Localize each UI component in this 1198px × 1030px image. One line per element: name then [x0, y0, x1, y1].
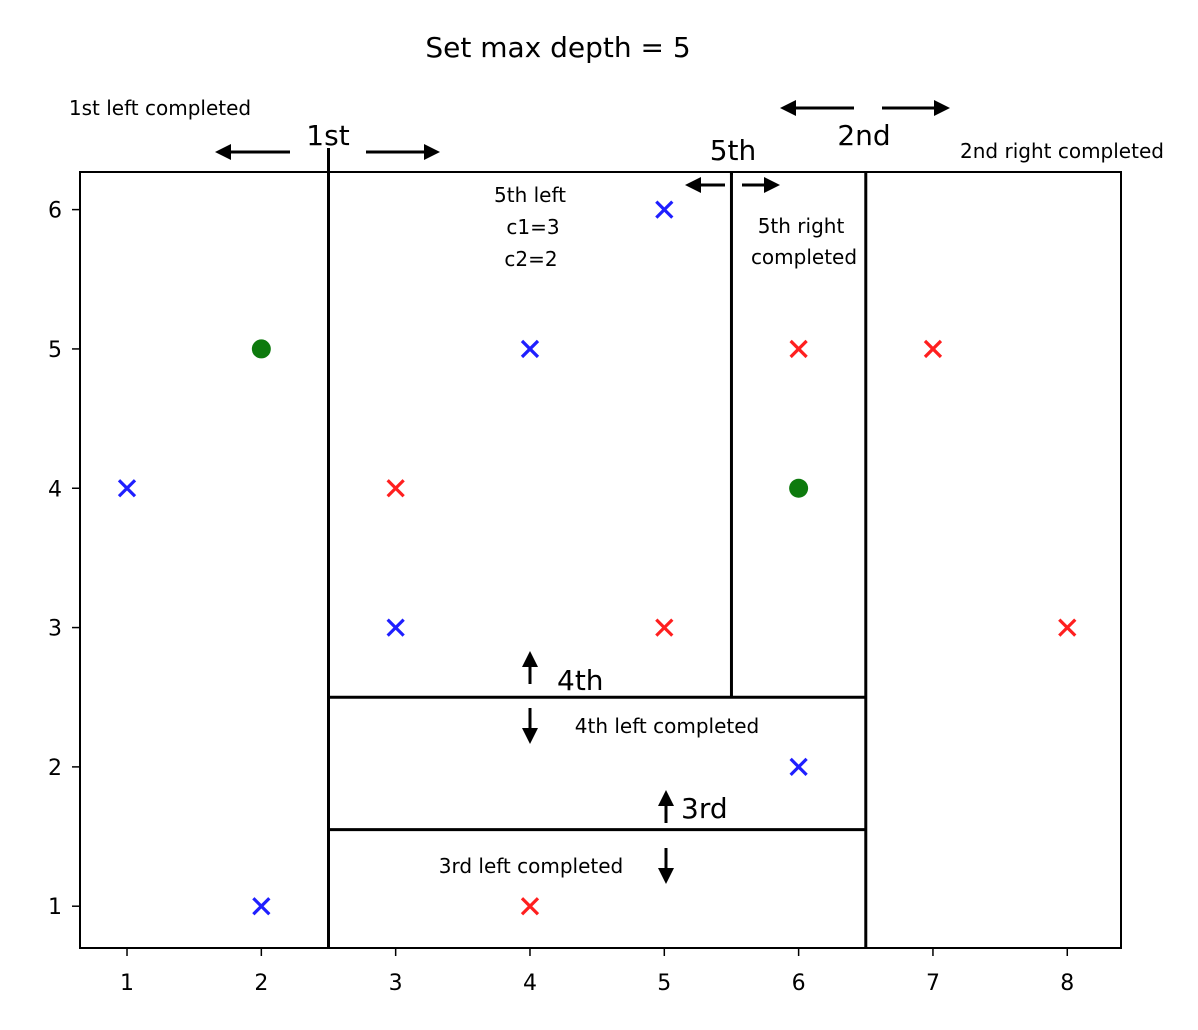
x-marker-point	[1058, 618, 1077, 637]
y-tick-label: 6	[48, 199, 62, 224]
x-tick-label: 5	[657, 971, 671, 996]
arrow-1st-left	[215, 144, 290, 160]
x-tick-label: 6	[792, 971, 806, 996]
x-marker-point	[923, 339, 943, 359]
label-5th: 5th	[710, 134, 757, 167]
y-tick-label: 5	[48, 338, 62, 363]
y-tick-label: 1	[48, 895, 62, 920]
arrow-2nd-right	[882, 100, 950, 116]
label-3rd-left-completed: 3rd left completed	[439, 854, 624, 878]
x-tick-label: 7	[926, 971, 940, 996]
label-5th-c1: c1=3	[506, 215, 559, 239]
arrow-5th-right	[742, 177, 780, 193]
x-marker-point	[252, 897, 271, 916]
plot-frame	[79, 171, 1122, 949]
x-marker-point	[386, 479, 405, 498]
arrow-1st-right	[366, 144, 440, 160]
label-5th-right-completed: completed	[751, 245, 857, 269]
arrow-3rd-up	[658, 790, 674, 823]
x-marker-point	[117, 479, 137, 498]
x-marker-point	[789, 757, 808, 777]
x-tick-label: 1	[120, 971, 134, 996]
arrow-4th-up	[522, 651, 538, 684]
x-marker-point	[386, 618, 405, 637]
dot-marker-point	[789, 478, 809, 498]
label-1st-left-completed: 1st left completed	[69, 96, 251, 120]
label-2nd-right-completed: 2nd right completed	[960, 139, 1164, 163]
x-tick-label: 3	[389, 971, 403, 996]
x-marker-point	[520, 339, 540, 359]
x-marker-point	[655, 200, 674, 219]
chart-title: Set max depth = 5	[425, 31, 690, 64]
y-tick-label: 2	[48, 756, 62, 781]
arrow-3rd-down	[658, 848, 674, 884]
label-5th-right: 5th right	[758, 214, 845, 238]
x-tick-label: 4	[523, 971, 537, 996]
label-4th: 4th	[557, 664, 604, 697]
x-tick-label: 2	[254, 971, 268, 996]
x-marker-point	[789, 339, 808, 359]
label-2nd: 2nd	[837, 119, 890, 152]
y-tick-label: 4	[48, 477, 62, 502]
arrow-2nd-left	[780, 100, 854, 116]
arrow-4th-down	[522, 708, 538, 744]
x-tick-label: 8	[1060, 971, 1074, 996]
arrow-5th-left	[685, 177, 725, 193]
label-1st: 1st	[306, 119, 349, 152]
label-5th-left: 5th left	[494, 183, 566, 207]
label-5th-c2: c2=2	[504, 247, 557, 271]
x-marker-point	[520, 897, 540, 916]
dot-marker-point	[251, 339, 271, 359]
x-marker-point	[655, 618, 674, 637]
y-tick-label: 3	[48, 617, 62, 642]
label-4th-left-completed: 4th left completed	[575, 714, 759, 738]
label-3rd: 3rd	[681, 792, 728, 825]
